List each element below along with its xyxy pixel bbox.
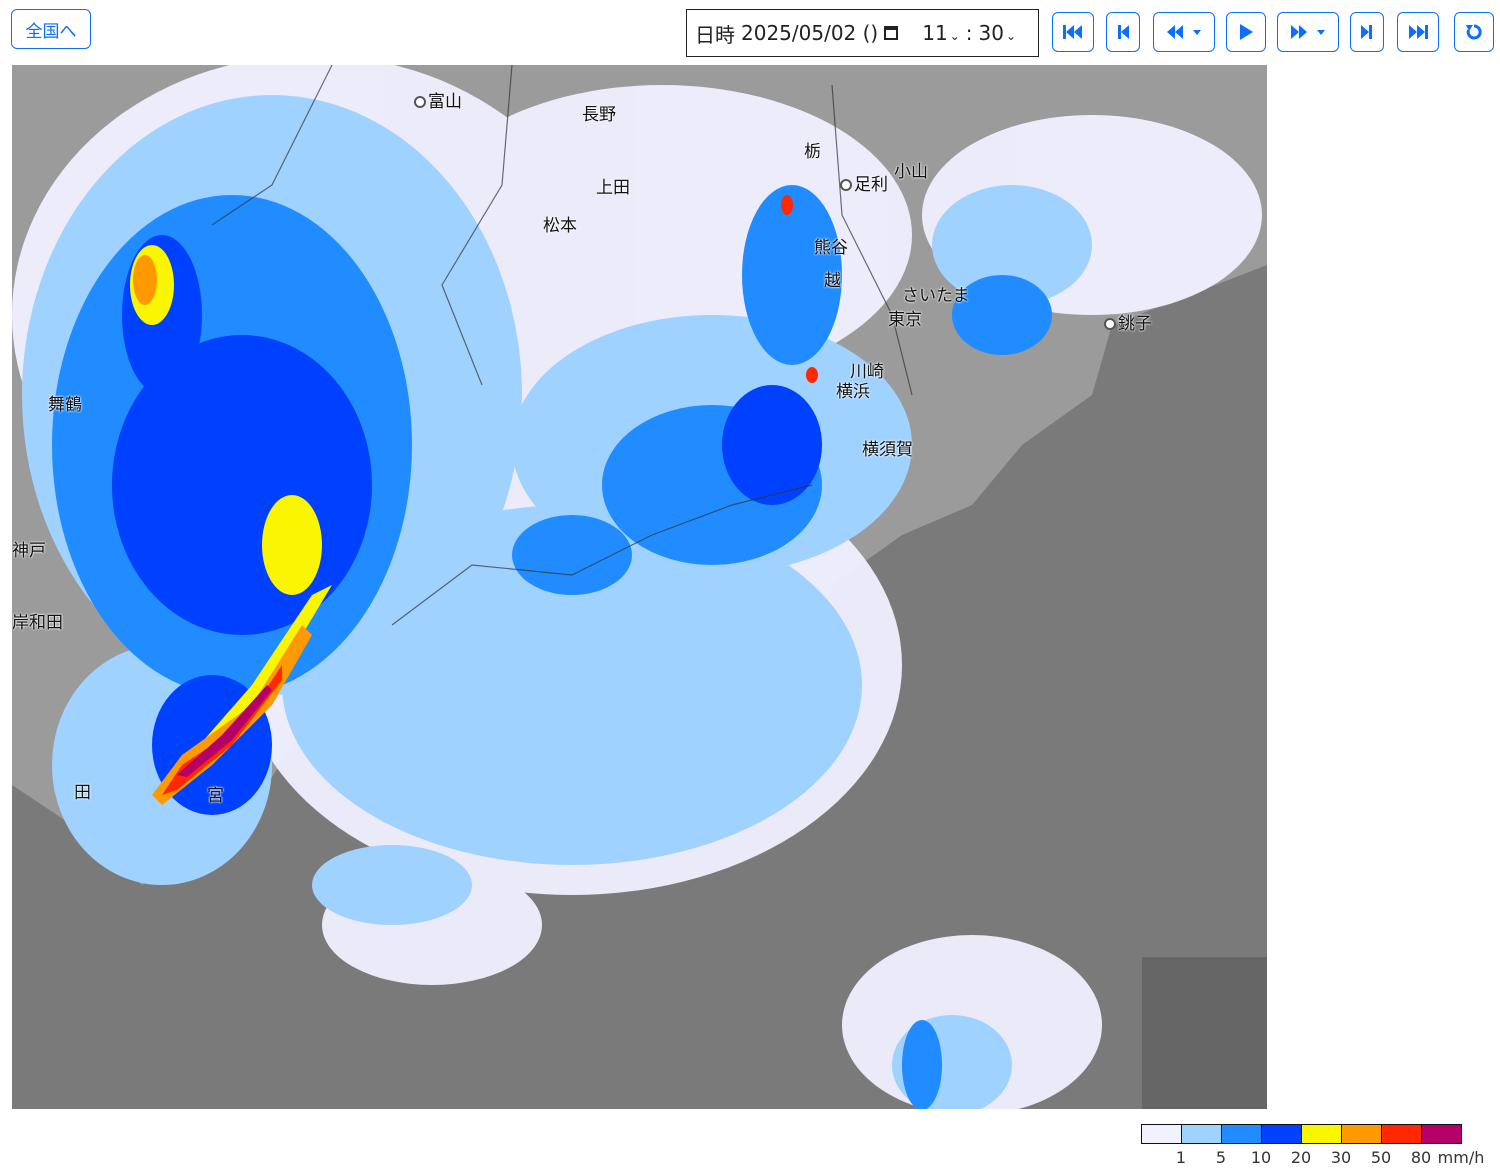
city-label: 越 [824, 271, 841, 291]
radar-canvas [12, 65, 1267, 1109]
chevron-down-icon: ⌄ [1005, 29, 1017, 43]
skip-first-icon [1063, 25, 1082, 39]
first-frame-button[interactable] [1052, 12, 1094, 52]
city-label: 熊谷 [814, 238, 848, 258]
refresh-button[interactable] [1454, 12, 1494, 52]
city-label: 栃 [804, 142, 821, 162]
prev-frame-button[interactable] [1106, 12, 1140, 52]
city-label: 横須賀 [862, 440, 913, 460]
legend-tick-label: 1 [1175, 1148, 1187, 1167]
fast-forward-icon [1291, 25, 1307, 39]
city-label: 横浜 [836, 382, 870, 402]
city-label: 長野 [582, 105, 616, 125]
legend-tick-label: 50 [1370, 1148, 1392, 1167]
skip-last-icon [1409, 25, 1428, 39]
city-label: 富山 [414, 87, 462, 112]
legend-unit: mm/h [1437, 1148, 1485, 1167]
legend-swatch [1222, 1125, 1262, 1143]
play-button[interactable] [1226, 12, 1266, 52]
calendar-icon[interactable] [884, 26, 899, 40]
legend-color-bar [1141, 1124, 1462, 1144]
legend-tick-label: 80 [1410, 1148, 1432, 1167]
city-label: 宮 [207, 786, 224, 806]
rewind-icon [1167, 25, 1183, 39]
legend-swatch [1302, 1125, 1342, 1143]
legend-swatch [1342, 1125, 1382, 1143]
city-label: 舞鶴 [48, 395, 82, 415]
city-label: 田 [74, 783, 91, 803]
rewind-menu-button[interactable] [1153, 12, 1215, 52]
city-label: 川崎 [850, 362, 884, 382]
play-icon [1240, 24, 1253, 40]
legend-tick-label: 10 [1250, 1148, 1272, 1167]
rainfall-legend: 1 5 10 20 30 50 80 mm/h [1141, 1124, 1484, 1168]
caret-down-icon [1317, 30, 1325, 35]
chevron-down-icon: ⌄ [949, 29, 960, 43]
legend-tick-label: 30 [1330, 1148, 1352, 1167]
rain-80-plus-layer [177, 685, 272, 777]
legend-swatch [1182, 1125, 1222, 1143]
caret-down-icon [1193, 30, 1201, 35]
refresh-icon [1466, 24, 1482, 40]
rain-radar-map[interactable]: 富山 長野 上田 松本 栃 足利 小山 熊谷 越 さいたま 東京 川崎 横浜 横… [12, 65, 1267, 1109]
minute-select[interactable]: 30 ⌄ [978, 21, 1017, 45]
city-label: 松本 [543, 216, 577, 236]
datetime-picker[interactable]: 日時 2025/05/02 () 11 ⌄ : 30 ⌄ [686, 9, 1039, 57]
city-label: 上田 [596, 178, 630, 198]
time-separator: : [965, 21, 973, 45]
hour-select[interactable]: 11 ⌄ [922, 21, 960, 45]
city-label: 足利 [840, 170, 888, 195]
city-label: 小山 [894, 162, 928, 182]
next-frame-button[interactable] [1350, 12, 1384, 52]
prefecture-borders [211, 65, 913, 626]
city-label: 東京 [888, 310, 922, 330]
legend-swatch [1382, 1125, 1422, 1143]
legend-swatch [1142, 1125, 1182, 1143]
datetime-label: 日時 [695, 22, 735, 47]
national-view-button[interactable]: 全国へ [11, 9, 91, 49]
step-back-icon [1118, 25, 1129, 39]
city-label: さいたま [902, 286, 970, 306]
legend-tick-label: 20 [1290, 1148, 1312, 1167]
legend-swatch [1262, 1125, 1302, 1143]
legend-swatch [1422, 1125, 1461, 1143]
legend-tick-label: 5 [1215, 1148, 1227, 1167]
last-frame-button[interactable] [1397, 12, 1439, 52]
city-label: 銚子 [1104, 309, 1152, 334]
legend-ticks: 1 5 10 20 30 50 80 mm/h [1141, 1144, 1484, 1168]
step-forward-icon [1361, 25, 1372, 39]
date-input[interactable]: 2025/05/02 () [741, 21, 879, 45]
forward-menu-button[interactable] [1277, 12, 1339, 52]
city-label: 岸和田 [12, 613, 63, 633]
city-label: 神戸 [12, 541, 46, 561]
